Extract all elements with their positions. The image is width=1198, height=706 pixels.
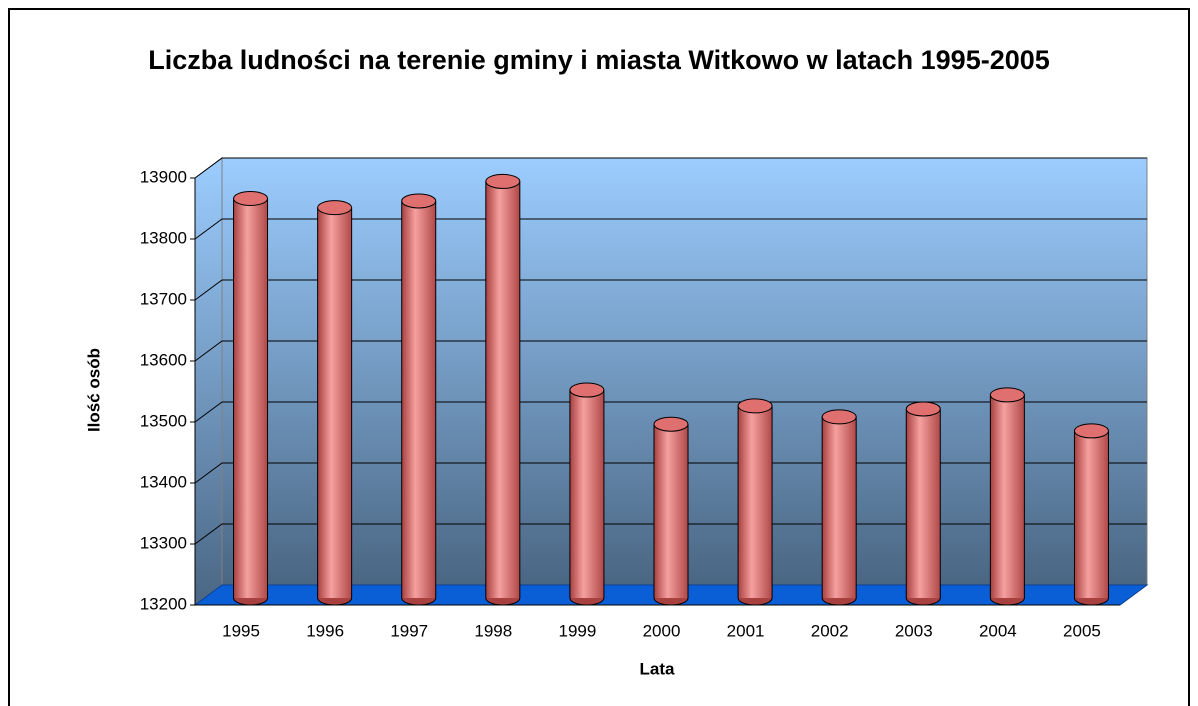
x-tick-label: 1996 bbox=[306, 621, 344, 640]
bar-outline bbox=[233, 198, 269, 598]
grid-line bbox=[194, 157, 1147, 179]
bar-top bbox=[485, 173, 521, 189]
bar bbox=[569, 382, 605, 606]
bar-body bbox=[822, 416, 857, 598]
bar-top bbox=[737, 398, 773, 414]
bar bbox=[737, 398, 773, 606]
bar-top bbox=[905, 401, 941, 417]
bar-top bbox=[653, 416, 689, 432]
bar bbox=[401, 193, 437, 606]
bar-top bbox=[569, 382, 605, 398]
x-tick-label: 1997 bbox=[390, 621, 428, 640]
bar-body bbox=[317, 207, 352, 598]
y-tick-label: 13200 bbox=[140, 594, 187, 613]
x-tick-label: 2005 bbox=[1063, 621, 1101, 640]
bar-top bbox=[401, 193, 437, 209]
x-tick-label: 1995 bbox=[222, 621, 260, 640]
bar-top bbox=[821, 409, 857, 425]
y-tick-label: 13300 bbox=[140, 533, 187, 552]
bar-top bbox=[1073, 423, 1109, 439]
bar-top bbox=[233, 191, 269, 206]
bar-outline bbox=[569, 390, 605, 598]
bar bbox=[905, 401, 941, 606]
bar-outline bbox=[317, 207, 353, 598]
bar-body bbox=[233, 198, 268, 598]
y-tick-label: 13800 bbox=[140, 228, 187, 247]
bar-body bbox=[738, 405, 773, 598]
grid-line bbox=[194, 401, 1147, 423]
bar-body bbox=[990, 394, 1025, 598]
y-tick-label: 13500 bbox=[140, 411, 187, 430]
bar-outline bbox=[401, 200, 437, 598]
chart-title: Liczba ludności na terenie gminy i miast… bbox=[148, 45, 1050, 75]
bar-outline bbox=[1073, 430, 1109, 598]
y-tick-label: 13700 bbox=[140, 289, 187, 308]
grid-line bbox=[194, 218, 1147, 240]
y-tick-label: 13600 bbox=[140, 350, 187, 369]
bar-body bbox=[906, 408, 941, 598]
bar-body bbox=[485, 181, 520, 599]
x-tick-label: 2000 bbox=[643, 621, 681, 640]
bar bbox=[485, 173, 521, 606]
bar-outline bbox=[821, 416, 857, 598]
x-tick-label: 2002 bbox=[811, 621, 849, 640]
bar-outline bbox=[485, 181, 521, 598]
chart-border bbox=[8, 8, 1190, 706]
x-axis-label: Lata bbox=[640, 659, 676, 678]
x-tick-label: 1998 bbox=[474, 621, 512, 640]
bar bbox=[989, 387, 1025, 606]
x-tick-label: 1999 bbox=[558, 621, 596, 640]
bar-body bbox=[654, 424, 688, 598]
bar bbox=[821, 409, 857, 606]
x-tick-label: 2001 bbox=[727, 621, 765, 640]
x-tick-label: 2003 bbox=[895, 621, 933, 640]
grid-line bbox=[194, 279, 1147, 301]
bar-outline bbox=[905, 408, 941, 598]
bar-outline bbox=[653, 424, 689, 598]
bar-body bbox=[569, 390, 604, 598]
bar bbox=[653, 416, 689, 606]
y-tick-label: 13400 bbox=[140, 472, 187, 491]
bar-top bbox=[989, 387, 1025, 403]
grid-line bbox=[194, 340, 1147, 362]
bar-outline bbox=[989, 394, 1025, 598]
bar bbox=[317, 200, 353, 606]
bar-body bbox=[1074, 430, 1109, 598]
bar-outline bbox=[737, 405, 773, 598]
y-axis-label: Ilość osób bbox=[84, 348, 103, 432]
bar bbox=[1073, 423, 1109, 606]
x-tick-label: 2004 bbox=[979, 621, 1017, 640]
bar-body bbox=[401, 200, 436, 598]
bar-top bbox=[317, 200, 353, 216]
bar bbox=[233, 191, 269, 606]
side-wall bbox=[194, 157, 223, 606]
y-tick-label: 13900 bbox=[140, 167, 187, 186]
